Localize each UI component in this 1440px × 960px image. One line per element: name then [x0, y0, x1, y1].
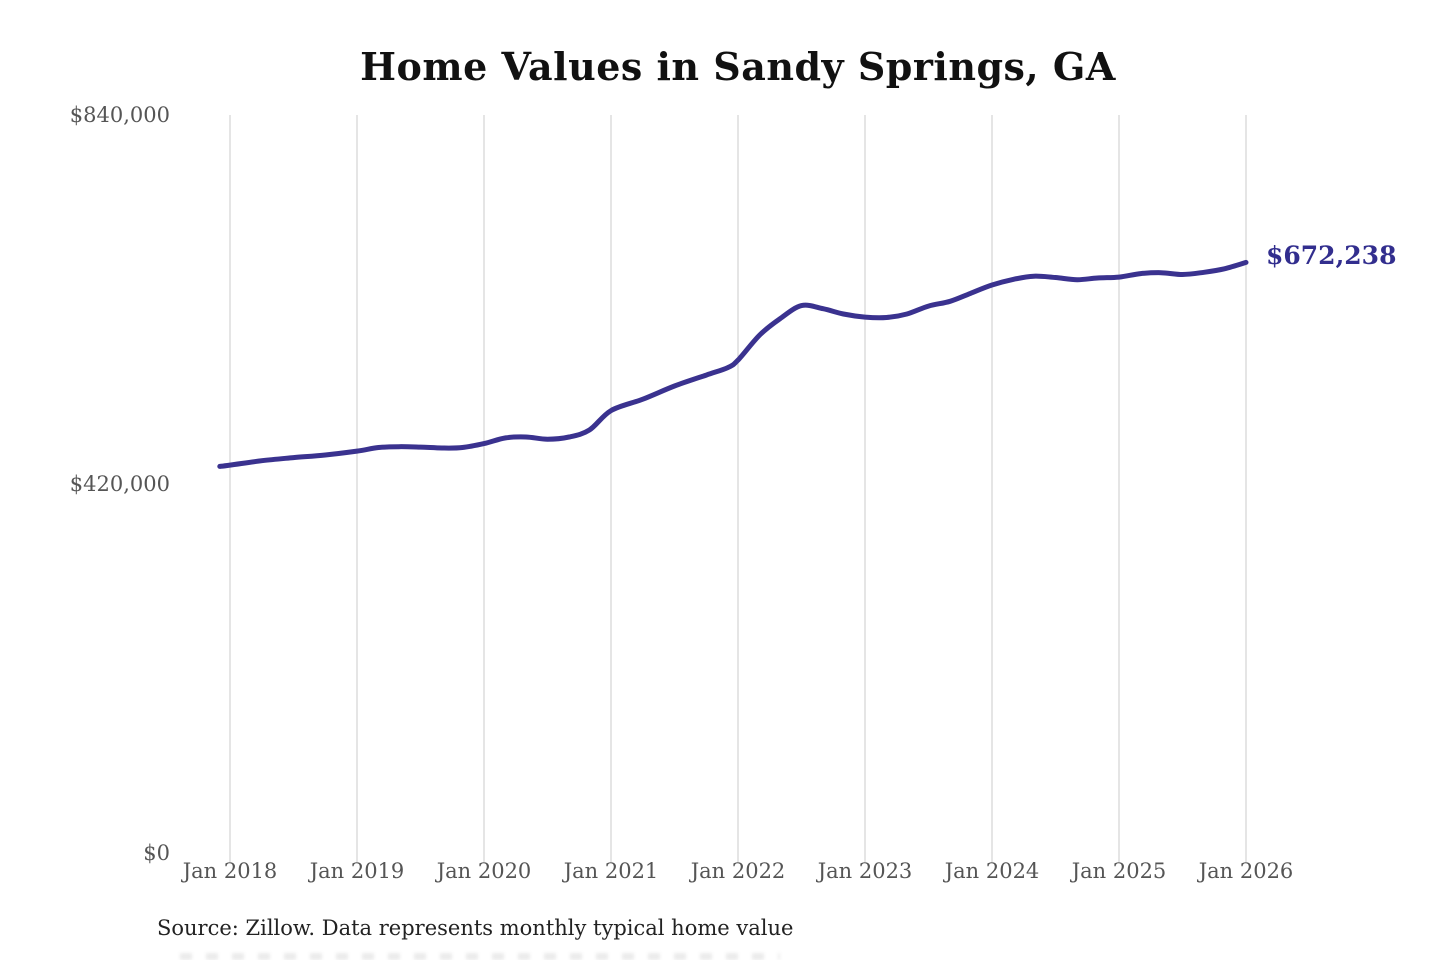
x-tick-label: Jan 2021 — [563, 859, 659, 883]
x-tick-label: Jan 2024 — [944, 859, 1040, 883]
chart-title: Home Values in Sandy Springs, GA — [360, 44, 1116, 89]
y-tick-label: $420,000 — [69, 472, 170, 496]
source-attribution: Source: Zillow. Data represents monthly … — [157, 916, 794, 940]
x-tick-label: Jan 2020 — [436, 859, 532, 883]
x-tick-label: Jan 2022 — [690, 859, 786, 883]
latest-value-label: $672,238 — [1266, 241, 1397, 271]
x-tick-label: Jan 2018 — [182, 859, 278, 883]
cropped-text-remnant — [180, 953, 780, 960]
x-tick-label: Jan 2026 — [1198, 859, 1294, 883]
x-tick-label: Jan 2025 — [1071, 859, 1167, 883]
x-tick-label: Jan 2023 — [817, 859, 913, 883]
y-tick-label: $840,000 — [69, 103, 170, 127]
y-tick-label: $0 — [143, 841, 170, 865]
x-tick-label: Jan 2019 — [309, 859, 405, 883]
home-value-line — [217, 259, 1249, 469]
